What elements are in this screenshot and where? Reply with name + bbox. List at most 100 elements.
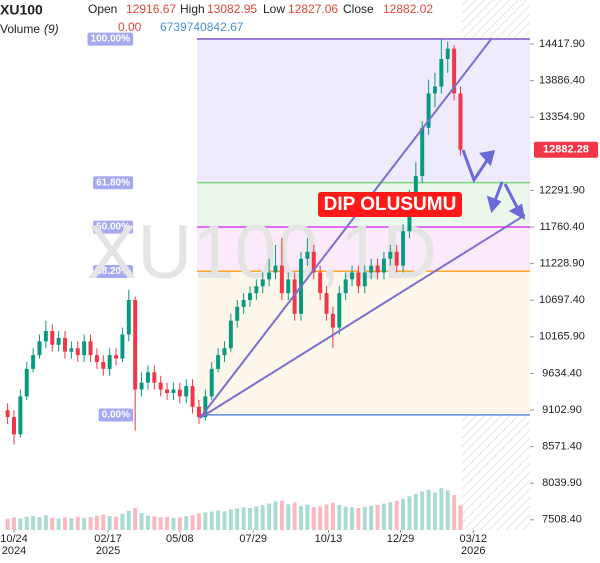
candle-body [222, 348, 227, 356]
volume-label: Volume [0, 22, 40, 36]
y-tick-label: 8039.90 [542, 477, 582, 489]
volume-bar [203, 512, 208, 530]
year-label: 2025 [96, 545, 120, 557]
candle-body [12, 417, 16, 435]
volume-bar [216, 510, 221, 530]
volume-bar [426, 489, 431, 530]
volume-bar [324, 504, 329, 530]
candle-body [228, 320, 233, 349]
volume-bar [260, 505, 265, 530]
volume-bar [184, 516, 189, 530]
fib-label-box [87, 32, 134, 46]
volume-bar [88, 517, 93, 530]
volume-bar [369, 505, 374, 530]
candle-body [324, 293, 329, 314]
volume-bar [165, 516, 170, 530]
candle-body [50, 331, 55, 345]
candle-body [171, 389, 176, 393]
candle-body [318, 272, 323, 294]
last-price-badge [534, 141, 598, 158]
volume-bar [82, 517, 87, 530]
candle-body [139, 382, 144, 390]
volume-bar [362, 506, 367, 530]
candle-body [56, 337, 61, 345]
y-tick-label: 14417.90 [539, 38, 585, 50]
trend-line [199, 37, 493, 419]
annotation-box [318, 192, 462, 217]
candle-body [362, 272, 367, 287]
low-value: 12827.06 [288, 2, 338, 16]
candle-body [311, 251, 316, 273]
fib-band [197, 271, 530, 415]
high-label: High [180, 2, 205, 16]
y-tick-label: 11228.90 [539, 258, 584, 270]
volume-bar [413, 494, 418, 530]
last-price-label: 12882.28 [543, 144, 589, 156]
volume-bar [445, 490, 450, 530]
volume-bar [43, 515, 48, 530]
annotation: DIP OLUSUMU [324, 194, 457, 215]
candle-body [133, 300, 138, 390]
volume-bar [152, 516, 157, 530]
trend-line [199, 214, 526, 419]
volume-bar [56, 518, 61, 530]
candle-body [43, 331, 48, 342]
candle-body [330, 313, 335, 328]
volume-bar [171, 517, 176, 530]
volume-bar [114, 516, 119, 530]
volume-bar [394, 500, 399, 530]
candle-body [445, 48, 450, 60]
candle-body [286, 279, 291, 294]
candle-body [114, 355, 119, 359]
volume-bar [381, 503, 386, 530]
fib-label-box [93, 176, 134, 190]
candle-body [63, 337, 67, 352]
volume-bar [388, 502, 393, 530]
candle-body [439, 59, 444, 87]
candle-body [24, 368, 29, 397]
volume-bar [5, 519, 10, 530]
volume-bar [375, 505, 380, 530]
volume-value: 6739740842.67 [160, 20, 244, 34]
fib-label: 61.80% [96, 177, 130, 188]
candle-body [388, 251, 393, 259]
candle-body [177, 389, 182, 397]
open-value: 12916.67 [126, 2, 176, 16]
volume-bar [31, 516, 36, 530]
volume-bar [401, 498, 406, 530]
volume-bar [305, 504, 310, 530]
candle-body [337, 293, 342, 328]
fib-label: 50.00% [96, 222, 130, 233]
candle-body [452, 48, 457, 94]
y-tick-label: 9634.40 [542, 367, 582, 379]
volume-bar [292, 502, 297, 530]
volume-period: (9) [44, 22, 59, 36]
candle-body [235, 306, 240, 321]
candle-body [158, 382, 163, 390]
volume-bar [177, 517, 182, 530]
candle-body [203, 396, 208, 418]
candle-body [369, 265, 374, 273]
volume-bar [139, 513, 144, 530]
volume-bar [37, 517, 42, 530]
candle-body [88, 341, 93, 356]
volume-bar [311, 507, 316, 530]
y-tick-label: 11760.40 [539, 221, 584, 233]
candle-body [37, 341, 42, 356]
volume-bar [439, 487, 444, 530]
fib-label: 38.20% [96, 266, 130, 277]
candle-body [120, 334, 125, 359]
volume-bar [241, 507, 246, 530]
volume-bar [107, 516, 112, 530]
y-tick-label: 12291.90 [539, 184, 585, 196]
x-tick-label: 02/17 [94, 533, 122, 545]
volume-bar [267, 503, 272, 530]
volume-bar [299, 505, 303, 530]
candle-body [394, 251, 399, 266]
candle-body [420, 127, 425, 177]
volume-bar [133, 508, 138, 530]
y-tick-label: 8571.40 [542, 441, 582, 453]
year-label: 2024 [2, 545, 26, 557]
volume-bar [350, 507, 355, 530]
candle-body [94, 355, 99, 362]
